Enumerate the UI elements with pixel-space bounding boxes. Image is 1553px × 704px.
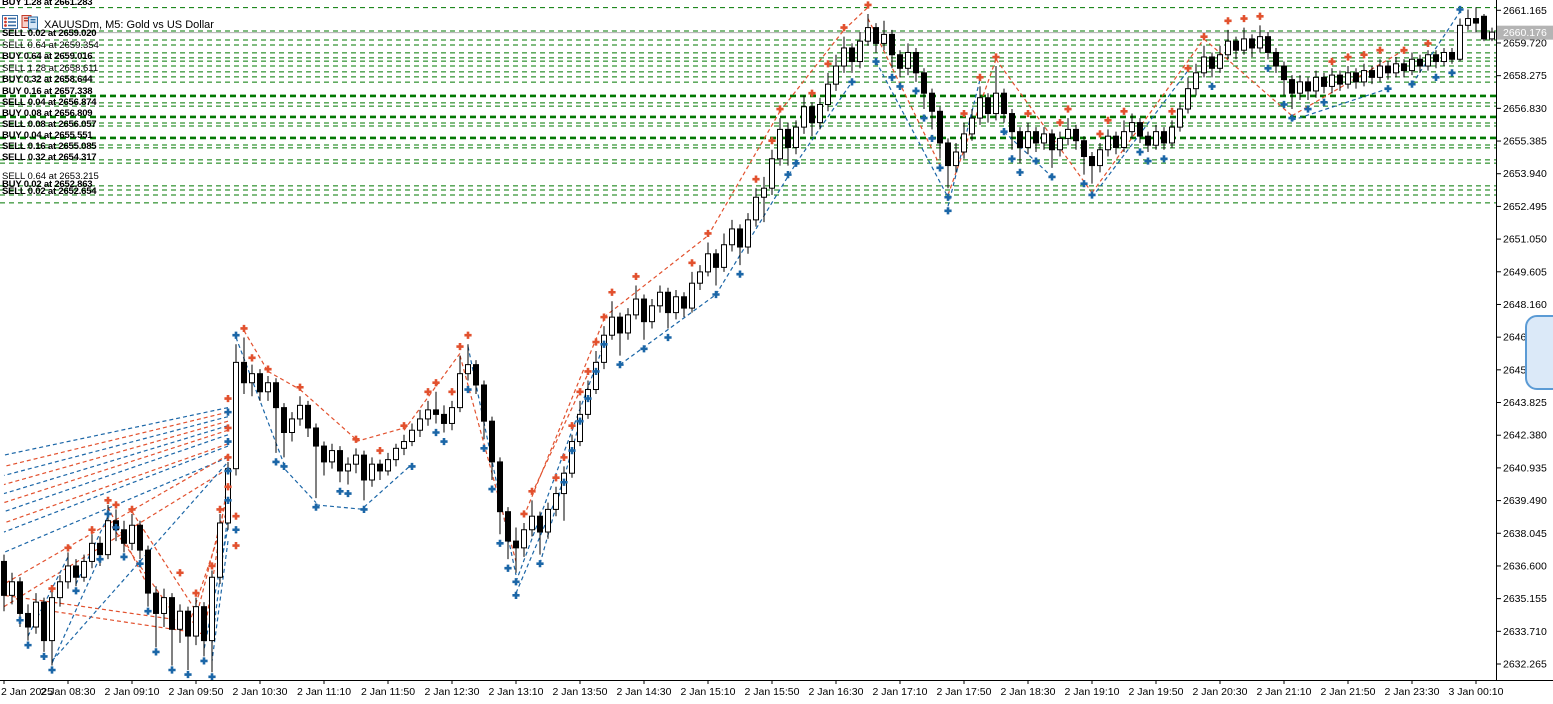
order-label: BUY 0.32 at 2658.644 — [2, 74, 93, 85]
order-label: SELL 0.16 at 2655.085 — [2, 141, 97, 152]
svg-text:2658.275: 2658.275 — [1503, 70, 1547, 82]
trade-markers-layer — [16, 1, 1464, 681]
svg-text:2 Jan 09:50: 2 Jan 09:50 — [169, 686, 224, 698]
fan-lines-layer — [3, 6, 1461, 664]
svg-text:2 Jan 10:30: 2 Jan 10:30 — [233, 686, 288, 698]
svg-text:2655.385: 2655.385 — [1503, 136, 1547, 148]
svg-text:2 Jan 13:10: 2 Jan 13:10 — [489, 686, 544, 698]
svg-text:2640.935: 2640.935 — [1503, 462, 1547, 474]
order-label: BUY 1.28 at 2661.283 — [2, 0, 93, 8]
svg-text:2 Jan 23:30: 2 Jan 23:30 — [1385, 686, 1440, 698]
svg-text:2635.155: 2635.155 — [1503, 593, 1547, 605]
axes-frame — [0, 0, 1553, 681]
svg-text:2633.710: 2633.710 — [1503, 626, 1547, 638]
order-label: SELL 0.02 at 2659.020 — [2, 28, 97, 39]
svg-text:2656.830: 2656.830 — [1503, 103, 1547, 115]
svg-text:2636.600: 2636.600 — [1503, 560, 1547, 572]
svg-text:2639.490: 2639.490 — [1503, 495, 1547, 507]
svg-text:2653.940: 2653.940 — [1503, 168, 1547, 180]
order-label: SELL 0.64 at 2659.354 — [2, 40, 99, 51]
order-grid-lines-layer — [0, 7, 1496, 204]
svg-text:2 Jan 11:10: 2 Jan 11:10 — [297, 686, 351, 698]
order-label: BUY 0.02 at 2652.863 — [2, 179, 93, 190]
svg-text:2 Jan 08:30: 2 Jan 08:30 — [41, 686, 96, 698]
candles-layer — [1, 7, 1495, 673]
svg-text:3 Jan 00:10: 3 Jan 00:10 — [1449, 686, 1504, 698]
svg-text:2 Jan 19:50: 2 Jan 19:50 — [1129, 686, 1184, 698]
svg-text:2 Jan 13:50: 2 Jan 13:50 — [553, 686, 608, 698]
svg-text:2651.050: 2651.050 — [1503, 234, 1547, 246]
svg-text:2 Jan 21:10: 2 Jan 21:10 — [1257, 686, 1312, 698]
svg-text:2 Jan 19:10: 2 Jan 19:10 — [1065, 686, 1120, 698]
order-label: BUY 0.04 at 2655.551 — [2, 130, 93, 141]
svg-text:2642.380: 2642.380 — [1503, 430, 1547, 442]
svg-text:2 Jan 16:30: 2 Jan 16:30 — [809, 686, 864, 698]
chart-title-block: XAUUSDm, M5: Gold vs US Dollar — [2, 14, 214, 35]
order-label: SELL 1.28 at 2658.611 — [2, 63, 99, 74]
svg-text:2643.825: 2643.825 — [1503, 397, 1547, 409]
svg-text:2 Jan 21:50: 2 Jan 21:50 — [1321, 686, 1376, 698]
copy-pages-icon[interactable] — [21, 14, 39, 35]
svg-text:2 Jan 17:50: 2 Jan 17:50 — [937, 686, 992, 698]
order-label: SELL 0.08 at 2656.057 — [2, 119, 97, 130]
svg-text:2659.720: 2659.720 — [1503, 37, 1547, 49]
svg-text:2 Jan 15:50: 2 Jan 15:50 — [745, 686, 800, 698]
svg-text:2648.160: 2648.160 — [1503, 299, 1547, 311]
svg-text:2 Jan 17:10: 2 Jan 17:10 — [873, 686, 928, 698]
order-label: BUY 0.08 at 2656.809 — [2, 108, 93, 119]
chart-title: XAUUSDm, M5: Gold vs US Dollar — [44, 18, 214, 31]
svg-text:2 Jan 11:50: 2 Jan 11:50 — [361, 686, 415, 698]
svg-text:2 Jan 14:30: 2 Jan 14:30 — [617, 686, 672, 698]
svg-text:2638.045: 2638.045 — [1503, 528, 1547, 540]
price-axis[interactable]: 2661.165 2659.720 2658.275 2656.830 2655.385… — [1496, 5, 1547, 671]
svg-text:2660.176: 2660.176 — [1503, 27, 1547, 39]
order-label: SELL 0.04 at 2656.874 — [2, 97, 97, 108]
svg-text:2 Jan 20:30: 2 Jan 20:30 — [1193, 686, 1248, 698]
order-label: SELL 0.64 at 2653.215 — [2, 171, 99, 182]
order-label: SELL 0.32 at 2654.317 — [2, 152, 97, 163]
svg-text:2 Jan 18:30: 2 Jan 18:30 — [1001, 686, 1056, 698]
svg-text:2 Jan 15:10: 2 Jan 15:10 — [681, 686, 736, 698]
order-label: BUY 0.16 at 2657.338 — [2, 86, 93, 97]
svg-text:2661.165: 2661.165 — [1503, 5, 1547, 17]
order-label: BUY 0.64 at 2659.016 — [2, 51, 93, 62]
svg-text:2 Jan 12:30: 2 Jan 12:30 — [425, 686, 480, 698]
svg-text:2632.265: 2632.265 — [1503, 659, 1547, 671]
svg-text:2649.605: 2649.605 — [1503, 266, 1547, 278]
svg-text:2652.495: 2652.495 — [1503, 201, 1547, 213]
order-label: SELL 0.02 at 2652.654 — [2, 186, 97, 197]
svg-text:2 Jan 2025: 2 Jan 2025 — [1, 686, 53, 698]
current-price-tag: 2660.176 — [1497, 25, 1553, 40]
expert-list-icon[interactable] — [2, 15, 18, 34]
svg-text:2 Jan 09:10: 2 Jan 09:10 — [105, 686, 160, 698]
notification-balloon[interactable] — [1525, 315, 1553, 390]
